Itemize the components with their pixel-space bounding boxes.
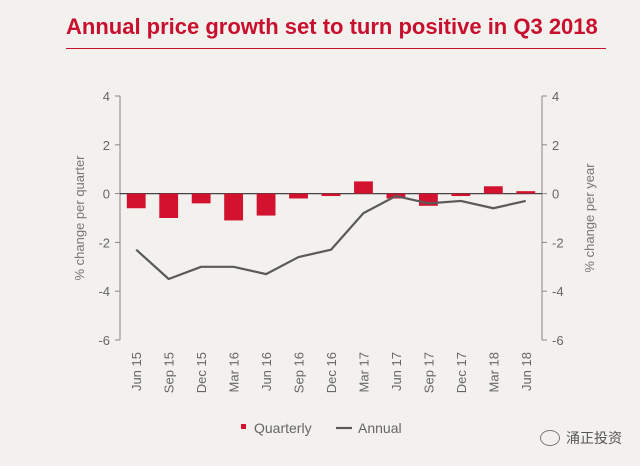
bar-quarterly bbox=[483, 186, 503, 194]
y-tick-label-left: -2 bbox=[98, 235, 110, 250]
y-axis-label-left: % change per quarter bbox=[72, 155, 87, 281]
y-tick-label-left: 4 bbox=[103, 89, 110, 104]
x-tick-label: Jun 18 bbox=[519, 352, 534, 391]
y-tick-label-right: -4 bbox=[552, 284, 564, 299]
x-tick-label: Jun 16 bbox=[259, 352, 274, 391]
bar-quarterly bbox=[159, 193, 179, 218]
legend-swatch-quarterly bbox=[241, 424, 246, 429]
watermark: 涌正投资 bbox=[540, 428, 622, 448]
y-tick-label-right: 2 bbox=[552, 138, 559, 153]
legend-label-quarterly: Quarterly bbox=[254, 420, 312, 436]
y-tick-label-right: 4 bbox=[552, 89, 559, 104]
y-axis-label-right: % change per year bbox=[582, 163, 597, 273]
bar-quarterly bbox=[191, 193, 211, 204]
bar-quarterly bbox=[451, 193, 471, 197]
bar-quarterly bbox=[516, 191, 536, 194]
y-tick-label-left: -6 bbox=[98, 333, 110, 348]
x-tick-label: Dec 15 bbox=[194, 352, 209, 393]
x-tick-label: Mar 17 bbox=[356, 352, 371, 392]
x-tick-label: Dec 17 bbox=[454, 352, 469, 393]
bar-quarterly bbox=[321, 193, 341, 197]
y-tick-label-left: 0 bbox=[103, 187, 110, 202]
bar-quarterly bbox=[256, 193, 276, 216]
watermark-text: 涌正投资 bbox=[566, 430, 622, 446]
x-tick-label: Sep 16 bbox=[292, 352, 307, 393]
legend-label-annual: Annual bbox=[358, 420, 402, 436]
x-tick-label: Sep 17 bbox=[421, 352, 436, 393]
x-tick-label: Mar 18 bbox=[486, 352, 501, 392]
x-tick-label: Sep 15 bbox=[162, 352, 177, 393]
bar-quarterly bbox=[354, 181, 373, 194]
wechat-icon bbox=[540, 430, 560, 446]
y-tick-label-right: -2 bbox=[552, 235, 564, 250]
line-annual bbox=[135, 194, 527, 281]
y-tick-label-left: -4 bbox=[98, 284, 110, 299]
y-tick-label-left: 2 bbox=[103, 138, 110, 153]
x-tick-label: Jun 17 bbox=[389, 352, 404, 391]
x-tick-label: Mar 16 bbox=[227, 352, 242, 392]
bar-quarterly bbox=[224, 193, 244, 221]
x-tick-label: Jun 15 bbox=[129, 352, 144, 391]
bar-quarterly bbox=[126, 193, 146, 209]
chart-title: Annual price growth set to turn positive… bbox=[66, 14, 598, 39]
bar-quarterly bbox=[289, 193, 308, 199]
y-tick-label-right: 0 bbox=[552, 187, 559, 202]
x-tick-label: Dec 16 bbox=[324, 352, 339, 393]
y-tick-label-right: -6 bbox=[552, 333, 564, 348]
title-divider bbox=[66, 48, 606, 49]
